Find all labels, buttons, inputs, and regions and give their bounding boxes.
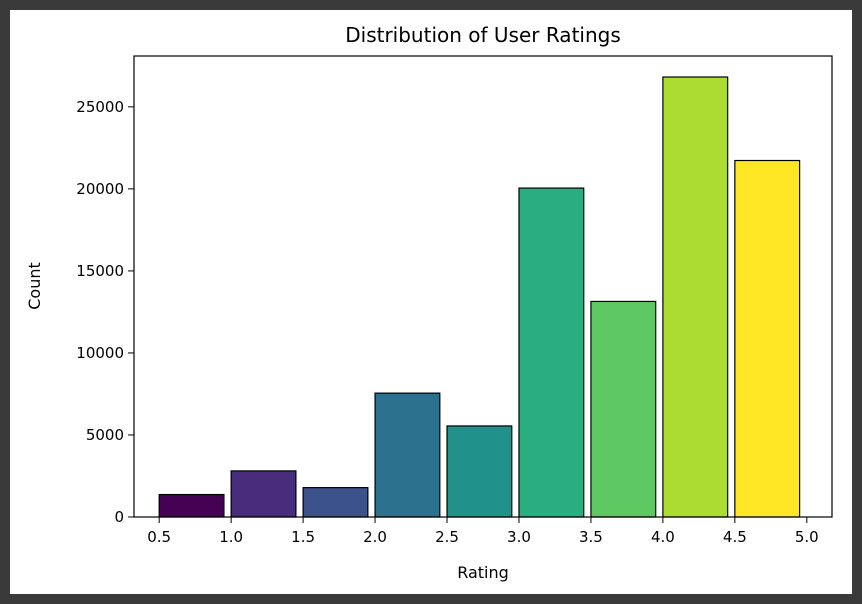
histogram-bar-8 — [662, 76, 729, 518]
histogram-bar-4 — [374, 392, 441, 518]
histogram-bar-9 — [734, 159, 801, 518]
y-tick-label: 5000 — [86, 426, 124, 444]
bars-group — [158, 76, 801, 518]
y-tick-label: 10000 — [76, 344, 124, 362]
histogram-chart: Distribution of User Ratings 0.5 1.0 1.5 2.… — [25, 23, 833, 582]
chart-title: Distribution of User Ratings — [345, 23, 621, 47]
x-tick-label: 3.0 — [507, 528, 531, 546]
y-tick-label: 15000 — [76, 262, 124, 280]
y-tick-label: 25000 — [76, 98, 124, 116]
x-tick-label: 4.0 — [651, 528, 675, 546]
histogram-bar-6 — [518, 187, 585, 518]
y-tick-label: 0 — [114, 508, 124, 526]
x-tick-label: 2.5 — [435, 528, 459, 546]
histogram-bar-3 — [302, 487, 369, 518]
y-tick-label: 20000 — [76, 180, 124, 198]
plot-frame — [133, 55, 833, 518]
x-tick-label: 4.5 — [723, 528, 747, 546]
x-tick-label: 2.0 — [363, 528, 387, 546]
x-tick-label: 0.5 — [147, 528, 171, 546]
histogram-bar-5 — [446, 425, 513, 518]
chart-figure: Distribution of User Ratings 0.5 1.0 1.5 2.… — [10, 10, 852, 594]
histogram-bar-7 — [590, 300, 657, 518]
x-axis-label: Rating — [457, 563, 509, 582]
x-tick-label: 1.0 — [219, 528, 243, 546]
x-tick-label: 5.0 — [795, 528, 819, 546]
y-axis-ticks: 0 5000 10000 15000 20000 25000 — [76, 98, 134, 526]
x-tick-label: 3.5 — [579, 528, 603, 546]
x-axis-ticks: 0.5 1.0 1.5 2.0 2.5 3.0 3.5 4.0 4.5 5.0 — [147, 517, 819, 546]
histogram-bar-2 — [230, 470, 297, 518]
y-axis-label: Count — [25, 262, 44, 310]
histogram-bar-1 — [158, 493, 225, 518]
x-tick-label: 1.5 — [291, 528, 315, 546]
